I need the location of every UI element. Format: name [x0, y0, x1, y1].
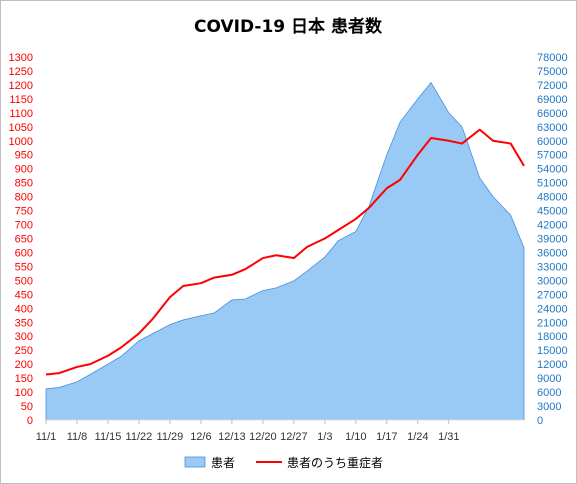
y-right-tick-label: 21000	[537, 317, 568, 329]
y-right-tick-label: 36000	[537, 248, 568, 260]
y-right-tick-label: 75000	[537, 66, 568, 78]
x-tick-label: 12/13	[218, 431, 246, 443]
y-left-tick-label: 400	[15, 303, 33, 315]
y-right-tick-label: 30000	[537, 275, 568, 287]
y-right-tick-label: 60000	[537, 136, 568, 148]
x-tick-label: 11/22	[126, 431, 153, 443]
y-right-tick-label: 48000	[537, 192, 568, 204]
y-left-tick-label: 850	[15, 178, 33, 190]
x-tick-label: 12/27	[280, 431, 308, 443]
y-right-tick-label: 18000	[537, 331, 568, 343]
y-right-tick-label: 69000	[537, 94, 568, 106]
series-line-severe	[45, 128, 525, 376]
y-right-tick-label: 27000	[537, 289, 568, 301]
legend-swatch-patients	[184, 456, 206, 468]
y-right-tick-label: 3000	[537, 401, 561, 413]
x-tick-label: 12/6	[190, 431, 211, 443]
y-right-tick-label: 63000	[537, 122, 568, 134]
y-left-tick-label: 1300	[9, 52, 33, 64]
y-right-tick-label: 78000	[537, 52, 568, 64]
y-left-tick-label: 600	[15, 248, 33, 260]
y-left-tick-label: 50	[21, 401, 33, 413]
x-tick-label: 1/3	[317, 431, 332, 443]
y-right-tick-label: 9000	[537, 373, 561, 385]
legend-label-patients: 患者	[211, 456, 235, 470]
y-left-tick-label: 250	[15, 345, 33, 357]
y-right-tick-label: 39000	[537, 234, 568, 246]
x-tick-label: 11/15	[95, 431, 122, 443]
y-left-tick-label: 550	[15, 261, 33, 273]
y-left-tick-label: 1100	[9, 108, 33, 120]
y-right-tick-label: 42000	[537, 220, 568, 232]
y-left-tick-label: 350	[15, 317, 33, 329]
y-left-tick-label: 1250	[9, 66, 33, 78]
x-tick-label: 11/29	[157, 431, 184, 443]
y-left-tick-label: 1050	[9, 122, 33, 134]
y-right-tick-label: 66000	[537, 108, 568, 120]
x-tick-label: 1/10	[345, 431, 366, 443]
y-left-tick-label: 950	[15, 150, 33, 162]
y-right-tick-label: 15000	[537, 345, 568, 357]
y-right-tick-label: 57000	[537, 150, 568, 162]
y-left-tick-label: 200	[15, 359, 33, 371]
x-tick-label: 12/20	[249, 431, 277, 443]
y-left-tick-label: 0	[27, 415, 33, 427]
x-tick-label: 1/24	[407, 431, 428, 443]
y-left-tick-label: 150	[15, 373, 33, 385]
series-area-patients	[45, 81, 525, 421]
y-left-tick-label: 900	[15, 164, 33, 176]
legend-label-severe: 患者のうち重症者	[287, 455, 383, 470]
legend: 患者 患者のうち重症者	[184, 455, 383, 470]
y-right-tick-label: 33000	[537, 261, 568, 273]
y-right-tick-label: 24000	[537, 303, 568, 315]
y-right-tick-label: 51000	[537, 178, 568, 190]
x-tick-label: 11/1	[36, 431, 57, 443]
y-right-tick-label: 54000	[537, 164, 568, 176]
y-right-tick-label: 12000	[537, 359, 568, 371]
y-left-tick-label: 300	[15, 331, 33, 343]
y-right-tick-label: 72000	[537, 80, 568, 92]
y-left-tick-label: 1000	[9, 136, 33, 148]
line-layer	[45, 128, 525, 376]
x-tick-label: 11/8	[67, 431, 88, 443]
y-left-tick-label: 750	[15, 206, 33, 218]
chart-title: COVID-19 日本 患者数	[194, 16, 383, 37]
y-left-tick-label: 650	[15, 234, 33, 246]
y-left-tick-label: 800	[15, 192, 33, 204]
y-left-tick-label: 450	[15, 289, 33, 301]
area-layer	[45, 81, 525, 421]
y-left-tick-label: 100	[15, 387, 33, 399]
y-right-tick-label: 6000	[537, 387, 561, 399]
y-left-tick-label: 700	[15, 220, 33, 232]
y-left-tick-label: 1150	[9, 94, 33, 106]
x-tick-label: 1/31	[438, 431, 459, 443]
y-left-tick-label: 1200	[9, 80, 33, 92]
y-right-tick-label: 45000	[537, 206, 568, 218]
y-right-tick-label: 0	[537, 415, 543, 427]
x-tick-label: 1/17	[376, 431, 397, 443]
y-left-tick-label: 500	[15, 275, 33, 287]
